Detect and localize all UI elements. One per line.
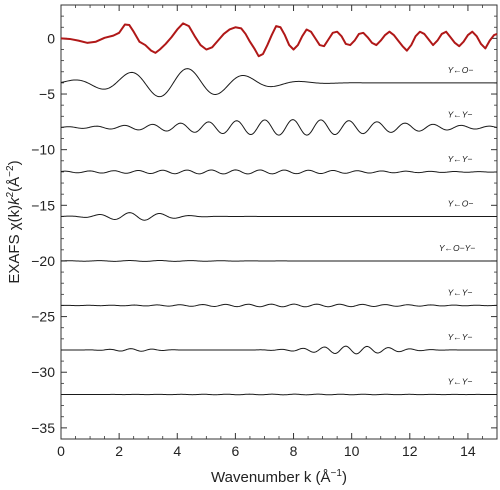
series-line-path-4: [60, 212, 497, 221]
series-line-path-3: [60, 169, 498, 175]
x-tick-label: 2: [115, 443, 123, 459]
y-tick-label: −5: [39, 86, 55, 102]
plot-frame: [60, 4, 498, 440]
series-line-path-6: [60, 303, 498, 308]
y-tick-label: −30: [31, 364, 55, 380]
series-line-path-5: [60, 260, 497, 262]
x-tick-label: 6: [232, 443, 240, 459]
x-tick-label: 0: [57, 443, 65, 459]
x-tick-label: 14: [460, 443, 476, 459]
x-tick-label: 4: [173, 443, 181, 459]
series-line-path-2: [60, 119, 498, 136]
series-label: Y←Y−: [448, 332, 473, 342]
x-tick-label: 10: [344, 443, 360, 459]
series-label: Y←Y−: [448, 154, 473, 164]
series-line-total: [60, 22, 498, 58]
y-tick-label: −15: [31, 197, 55, 213]
y-tick-label: −25: [31, 309, 55, 325]
y-tick-label: 0: [47, 30, 55, 46]
series-label: Y←Y−: [448, 376, 473, 386]
series-label: Y←O−Y−: [439, 243, 475, 253]
y-tick-label: −10: [31, 142, 55, 158]
x-tick-label: 8: [290, 443, 298, 459]
series-line-path-8: [60, 393, 498, 396]
series-label: Y←O−: [448, 65, 474, 75]
series-line-path-1: [60, 68, 497, 98]
y-axis-title: EXAFS χ(k)k2(Å−2): [5, 160, 23, 283]
series-label: Y←Y−: [448, 109, 473, 119]
x-tick-label: 12: [402, 443, 418, 459]
y-tick-label: −35: [31, 420, 55, 436]
y-tick-label: −20: [31, 253, 55, 269]
series-label: Y←O−: [448, 198, 474, 208]
x-axis-title: Wavenumber k (Å−1): [211, 468, 347, 486]
series-line-path-7: [61, 345, 497, 355]
series-label: Y←Y−: [448, 287, 473, 297]
